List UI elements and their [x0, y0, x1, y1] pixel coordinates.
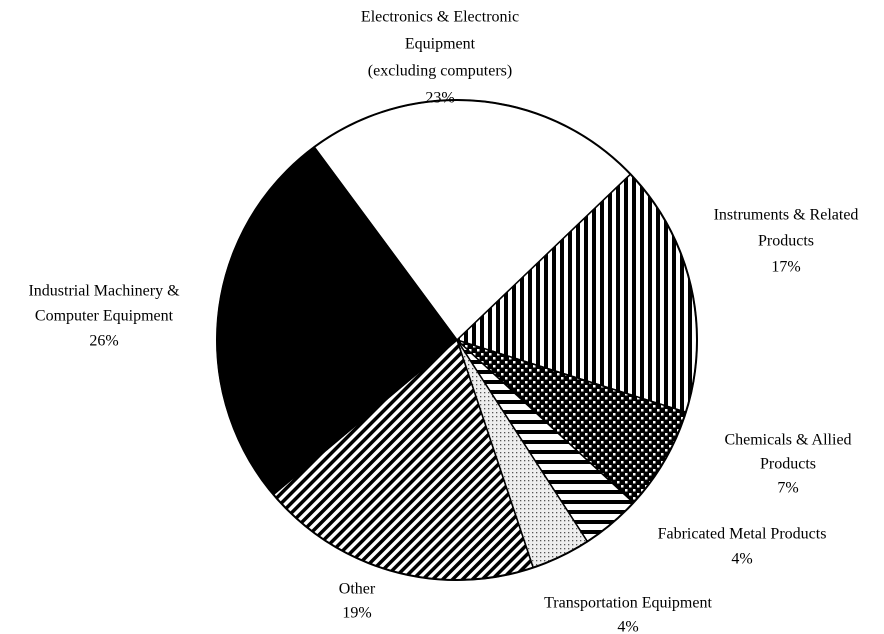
- value-label: 7%: [777, 480, 798, 497]
- slice-label: Chemicals & Allied: [724, 432, 851, 449]
- value-label: 4%: [731, 551, 752, 568]
- pie-outline: [216, 99, 698, 581]
- slice-label: Other: [339, 581, 376, 598]
- slice-label: Instruments & Related: [714, 207, 859, 224]
- slice-label: Industrial Machinery &: [28, 283, 180, 300]
- value-label: 17%: [771, 259, 800, 276]
- slice-label: Computer Equipment: [35, 308, 174, 325]
- slice-label: Products: [758, 233, 814, 250]
- slice-label: (excluding computers): [368, 63, 512, 80]
- slice-label: Electronics & Electronic: [361, 9, 519, 26]
- slice-label: Equipment: [405, 36, 476, 53]
- slice-label: Products: [760, 456, 816, 473]
- value-label: 19%: [342, 605, 371, 622]
- value-label: 23%: [425, 90, 454, 107]
- slice-label: Fabricated Metal Products: [658, 526, 827, 543]
- value-label: 4%: [617, 619, 638, 634]
- slice-label: Transportation Equipment: [544, 595, 712, 612]
- value-label: 26%: [89, 333, 118, 350]
